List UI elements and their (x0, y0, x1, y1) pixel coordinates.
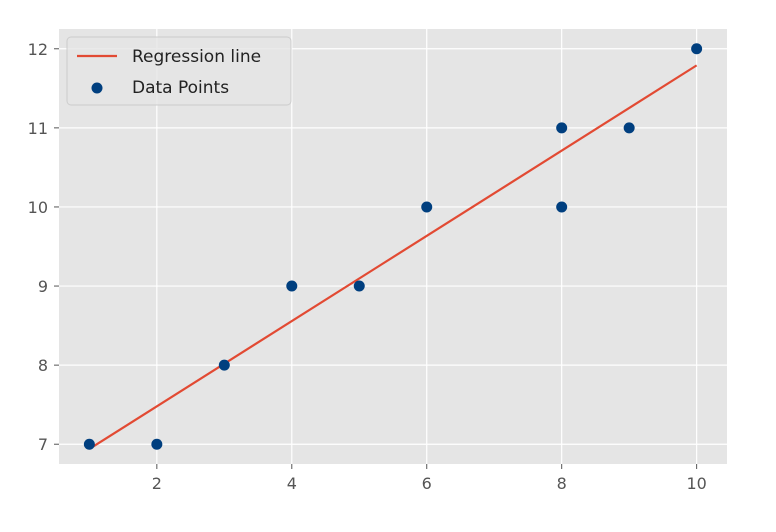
y-tick-label-7: 7 (38, 435, 48, 454)
data-point-7 (556, 201, 568, 213)
data-points-layer (83, 43, 703, 450)
data-point-8 (623, 122, 635, 134)
x-tick-label-10: 10 (686, 474, 706, 493)
data-point-2 (218, 359, 230, 371)
data-point-5 (421, 201, 433, 213)
regression-line-layer (88, 64, 698, 450)
grid-lines (59, 29, 727, 464)
legend-point-swatch (91, 82, 103, 94)
y-axis: 7 8 9 10 11 12 (28, 40, 59, 454)
legend: Regression line Data Points (66, 36, 292, 106)
x-tick-label-8: 8 (557, 474, 567, 493)
legend-label-regression-line: Regression line (132, 47, 261, 67)
regression-line (88, 64, 698, 450)
x-axis: 2 4 6 8 10 (152, 464, 707, 493)
y-tick-label-8: 8 (38, 356, 48, 375)
x-tick-label-2: 2 (152, 474, 162, 493)
y-tick-label-12: 12 (28, 40, 48, 59)
data-point-3 (286, 280, 298, 292)
data-point-1 (151, 438, 163, 450)
x-tick-label-4: 4 (287, 474, 297, 493)
data-point-9 (691, 43, 703, 55)
y-tick-label-9: 9 (38, 277, 48, 296)
x-tick-label-6: 6 (422, 474, 432, 493)
legend-box (66, 36, 292, 106)
data-point-0 (83, 438, 95, 450)
data-point-6 (556, 122, 568, 134)
y-tick-label-11: 11 (28, 119, 48, 138)
data-point-4 (353, 280, 365, 292)
y-tick-label-10: 10 (28, 198, 48, 217)
legend-label-data-points: Data Points (132, 78, 229, 98)
